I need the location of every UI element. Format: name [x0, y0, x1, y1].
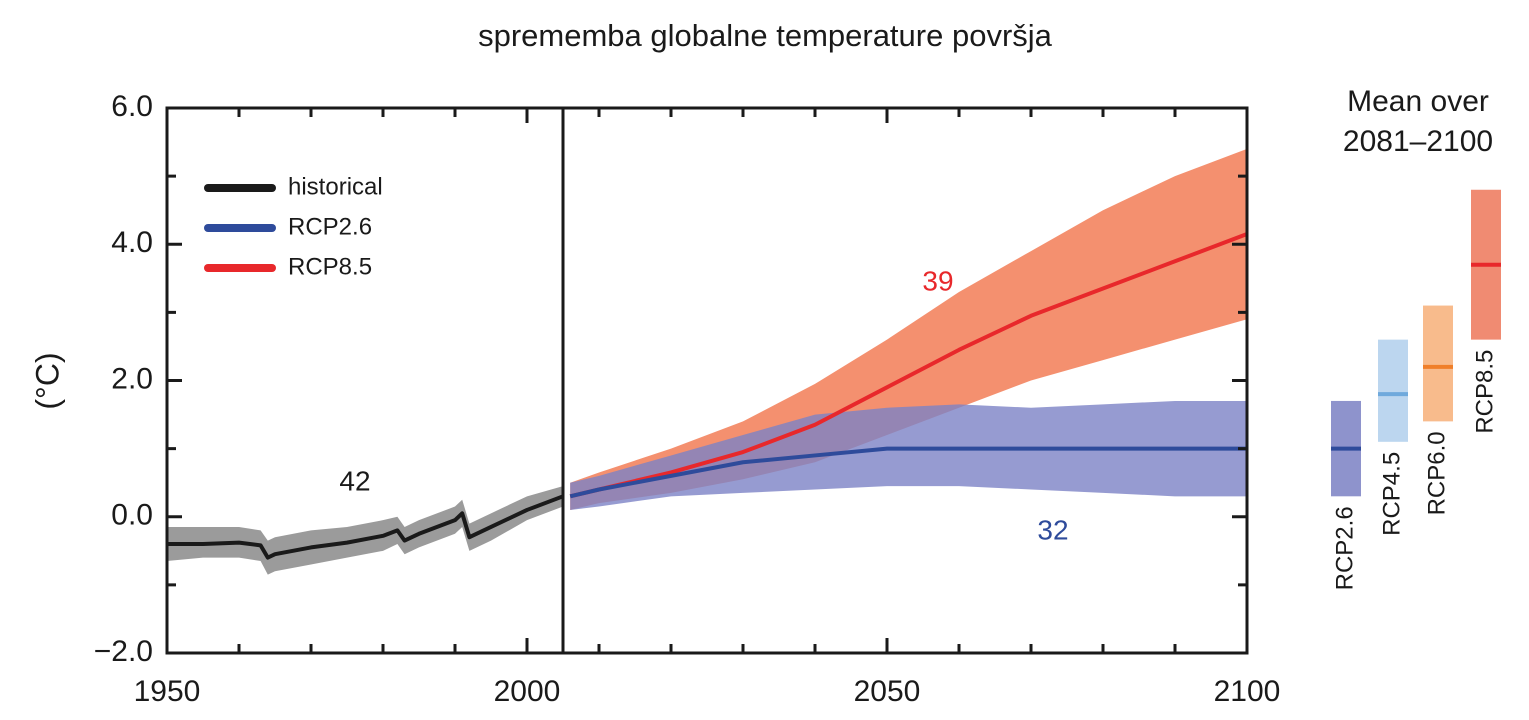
y-axis-label: (°C): [29, 352, 65, 409]
x-tick-label: 2050: [854, 675, 921, 708]
x-tick-label: 2100: [1214, 675, 1281, 708]
uncertainty-band: [570, 148, 1247, 510]
legend-label: RCP2.6: [288, 213, 372, 240]
chart-title: sprememba globalne temperature površja: [478, 18, 1053, 53]
uncertainty-band: [167, 486, 563, 575]
legend-label: historical: [288, 173, 383, 200]
annotation: 32: [1037, 514, 1068, 545]
y-tick-label: 6.0: [111, 90, 153, 123]
x-tick-label: 1950: [134, 675, 201, 708]
box-label: RCP4.5: [1378, 452, 1405, 536]
y-tick-label: 0.0: [111, 499, 153, 532]
series-line: [569, 232, 1248, 499]
x-tick-label: 2000: [494, 675, 561, 708]
mean-panel-title: Mean over: [1347, 85, 1489, 118]
box-label: RCP8.5: [1471, 350, 1498, 434]
range-box: [1378, 339, 1408, 442]
y-tick-label: 2.0: [111, 362, 153, 395]
box-label: RCP6.0: [1423, 431, 1450, 515]
y-tick-label: 4.0: [111, 226, 153, 259]
series-line: [167, 494, 564, 560]
annotation: 39: [922, 265, 953, 296]
box-label: RCP2.6: [1331, 506, 1358, 590]
series-line: [569, 446, 1247, 499]
range-box: [1423, 305, 1453, 422]
annotation: 42: [339, 465, 370, 496]
uncertainty-band: [570, 400, 1247, 510]
legend-label: RCP8.5: [288, 253, 372, 280]
y-tick-label: −2.0: [94, 635, 153, 668]
mean-panel-title: 2081–2100: [1343, 125, 1493, 158]
